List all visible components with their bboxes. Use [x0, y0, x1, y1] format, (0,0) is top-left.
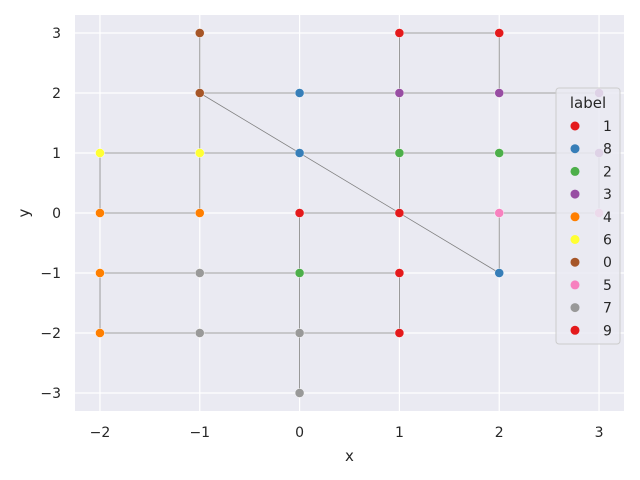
data-point [294, 148, 305, 158]
y-tick-label: 1 [52, 146, 61, 162]
data-point [95, 208, 105, 218]
legend-entry-label: 4 [603, 210, 612, 226]
legend-marker [570, 166, 580, 176]
x-tick-label: 1 [395, 425, 404, 441]
data-point [494, 208, 504, 218]
x-axis-label: x [345, 447, 354, 465]
data-point [394, 208, 405, 218]
legend-entry-label: 9 [603, 323, 612, 339]
legend-entry-label: 1 [603, 119, 612, 135]
x-tick-labels: −2 −1 0 1 2 3 [90, 425, 604, 441]
x-tick-label: 3 [595, 425, 604, 441]
legend-entry-label: 6 [603, 233, 612, 249]
data-point [394, 268, 405, 278]
legend-entry-label: 2 [603, 164, 612, 180]
y-axis-label: y [15, 208, 33, 217]
legend-entry-label: 3 [603, 187, 612, 203]
data-point [195, 268, 205, 278]
legend-marker [570, 325, 580, 335]
data-point [294, 328, 305, 338]
data-point [394, 28, 405, 38]
data-point [294, 208, 305, 218]
x-tick-label: 0 [295, 425, 304, 441]
legend-entry-label: 7 [603, 301, 612, 317]
y-tick-label: 2 [52, 86, 61, 102]
legend-marker [570, 212, 580, 222]
legend-marker [570, 235, 580, 244]
legend-marker [570, 121, 580, 131]
x-tick-label: 2 [495, 425, 504, 441]
data-point [95, 328, 105, 338]
data-point [394, 88, 405, 98]
data-point [95, 268, 105, 278]
legend-marker [570, 303, 580, 313]
y-tick-label: −3 [40, 386, 61, 402]
x-tick-label: −2 [90, 425, 111, 441]
y-tick-label: −2 [40, 326, 61, 342]
data-point [394, 148, 405, 158]
y-tick-label: −1 [40, 266, 61, 282]
legend: label 1 8 2 3 4 6 0 5 7 9 [555, 87, 621, 345]
data-point [494, 148, 504, 158]
y-tick-label: 3 [52, 26, 61, 42]
y-tick-labels: −3 −2 −1 0 1 2 3 [40, 26, 61, 402]
x-tick-label: −1 [189, 425, 210, 441]
legend-entry-label: 0 [603, 255, 612, 271]
legend-marker [570, 189, 580, 199]
data-points [95, 28, 604, 398]
data-point [494, 88, 504, 98]
legend-marker [570, 144, 580, 154]
data-point [195, 208, 205, 218]
data-point [195, 88, 205, 98]
data-point [195, 328, 205, 338]
legend-title: label [570, 94, 606, 112]
data-point [195, 148, 205, 158]
data-point [95, 148, 105, 158]
data-point [294, 88, 305, 98]
legend-entry-label: 5 [603, 278, 612, 294]
legend-entry-label: 8 [603, 142, 612, 158]
data-point [195, 28, 205, 38]
legend-marker [570, 257, 580, 267]
y-tick-label: 0 [52, 206, 61, 222]
data-point [294, 268, 305, 278]
legend-marker [570, 280, 580, 290]
data-point [294, 388, 305, 398]
data-point [394, 328, 405, 338]
data-point [494, 28, 504, 38]
data-point [494, 268, 504, 278]
